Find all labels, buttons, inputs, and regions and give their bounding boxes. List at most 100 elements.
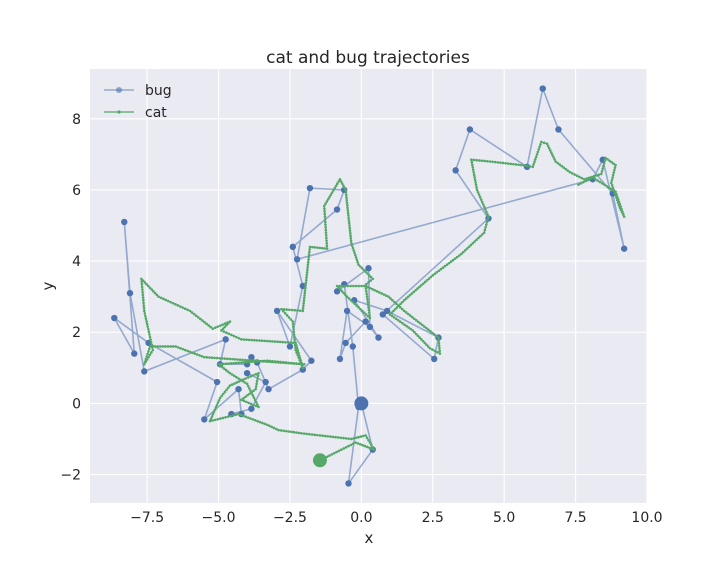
cat-point [258, 339, 261, 342]
cat-point [536, 150, 540, 154]
cat-point [144, 360, 147, 364]
cat-point [169, 300, 172, 304]
cat-point [321, 434, 324, 438]
legend-cat-label: cat [145, 105, 167, 121]
cat-point [393, 307, 397, 311]
cat-point [219, 362, 223, 366]
cat-point [323, 215, 327, 218]
cat-point [140, 277, 143, 281]
legend-bug-label: bug [145, 83, 172, 99]
cat-point [232, 334, 236, 338]
cat-point [614, 163, 617, 167]
cat-point [284, 429, 288, 433]
cat-point [418, 336, 421, 339]
cat-point [357, 306, 360, 309]
cat-point [147, 347, 151, 351]
cat-point [181, 347, 185, 351]
cat-point [418, 285, 421, 289]
cat-point [325, 247, 329, 250]
cat-point [428, 346, 432, 350]
cat-point [274, 427, 278, 431]
cat-point [353, 302, 356, 306]
cat-point [350, 242, 353, 245]
cat-point [202, 355, 206, 359]
cat-point [179, 305, 182, 308]
x-tick-label: −5.0 [202, 510, 236, 526]
cat-point [232, 374, 236, 378]
cat-point [254, 387, 257, 391]
cat-point [358, 443, 362, 446]
bug-point [286, 343, 294, 350]
cat-point [427, 328, 430, 332]
cat-point [482, 231, 486, 234]
cat-point [593, 177, 597, 181]
cat-point [487, 215, 490, 218]
cat-point [401, 300, 404, 304]
cat-point [365, 436, 369, 440]
cat-point [310, 433, 314, 436]
cat-point [225, 331, 228, 334]
cat-point [364, 284, 367, 288]
cat-point [144, 314, 147, 318]
cat-point [437, 336, 440, 339]
bug-point [333, 206, 341, 213]
cat-point [162, 297, 165, 301]
cat-point [324, 202, 327, 206]
cat-point [586, 178, 590, 182]
cat-point [242, 338, 246, 341]
cat-point [235, 381, 238, 384]
cat-point [339, 288, 342, 291]
cat-point [324, 234, 328, 237]
cat-point [552, 155, 555, 159]
cat-point [304, 286, 307, 290]
cat-point [437, 344, 441, 347]
cat-point [308, 432, 311, 436]
cat-point [538, 145, 541, 149]
cat-point [349, 298, 353, 302]
cat-point [282, 361, 286, 365]
cat-point [292, 333, 296, 336]
cat-point [296, 353, 300, 357]
cat-point [308, 245, 312, 249]
cat-point [221, 392, 225, 396]
cat-point [525, 164, 529, 168]
cat-point [325, 244, 329, 248]
cat-point [297, 431, 301, 435]
cat-point [157, 295, 160, 298]
cat-point [256, 374, 260, 378]
cat-point [230, 333, 233, 337]
cat-point [251, 359, 255, 362]
cat-point [347, 221, 351, 225]
cat-point [420, 283, 423, 287]
legend-cat-marker [117, 110, 121, 114]
cat-point [423, 325, 426, 328]
cat-point [147, 330, 151, 334]
cat-point [188, 350, 192, 354]
cat-point [305, 273, 309, 277]
cat-point [366, 298, 369, 301]
cat-point [354, 256, 358, 259]
cat-point [142, 304, 146, 307]
cat-point [568, 170, 572, 174]
cat-point [480, 233, 484, 236]
cat-point [347, 444, 350, 448]
cat-point [431, 331, 434, 335]
cat-point [328, 195, 331, 199]
cat-point [241, 358, 245, 362]
cat-point [414, 288, 417, 292]
cat-point [399, 302, 402, 306]
cat-point [596, 179, 599, 182]
cat-point [390, 311, 394, 314]
bug-point [555, 126, 562, 133]
cat-point [470, 160, 474, 164]
cat-point [218, 396, 222, 400]
cat-point [300, 363, 304, 367]
cat-point [437, 338, 441, 342]
cat-point [471, 165, 475, 169]
cat-point [540, 140, 543, 144]
cat-point [407, 326, 410, 329]
cat-point [351, 246, 355, 250]
cat-point [348, 224, 351, 227]
cat-point [392, 309, 395, 313]
cat-point [411, 329, 415, 332]
